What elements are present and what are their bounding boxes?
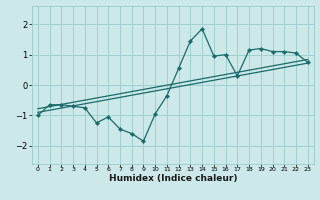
X-axis label: Humidex (Indice chaleur): Humidex (Indice chaleur)	[108, 174, 237, 183]
